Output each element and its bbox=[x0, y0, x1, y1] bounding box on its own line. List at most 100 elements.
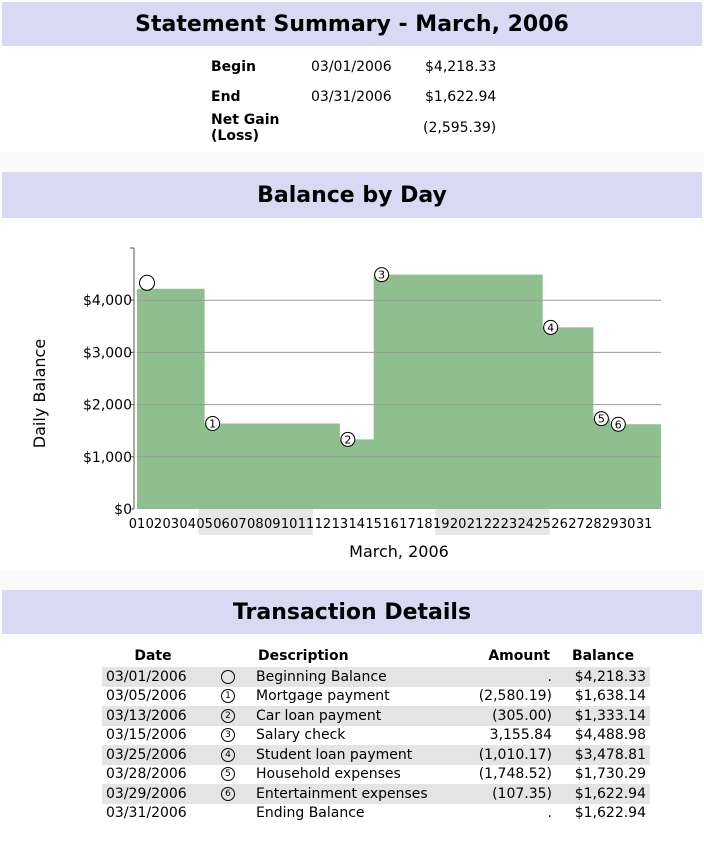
header-amount: Amount bbox=[488, 648, 550, 664]
event-marker-label: 5 bbox=[598, 413, 605, 426]
event-icon: 4 bbox=[204, 745, 252, 765]
weekend-shade bbox=[198, 509, 313, 535]
x-tick-label: 08 bbox=[247, 517, 264, 532]
summary-row-end: End 03/31/2006 $1,622.94 bbox=[205, 82, 502, 112]
cell-description: Car loan payment bbox=[252, 706, 454, 726]
x-tick-label: 13 bbox=[332, 517, 349, 532]
event-icon: 3 bbox=[204, 726, 252, 746]
x-tick-label: 29 bbox=[602, 517, 619, 532]
event-marker bbox=[610, 416, 626, 432]
cell-amount: (107.35) bbox=[454, 784, 556, 804]
cell-date: 03/31/2006 bbox=[106, 805, 187, 822]
x-axis-label: March, 2006 bbox=[349, 542, 449, 561]
event-icon bbox=[204, 667, 252, 687]
x-tick-label: 07 bbox=[230, 517, 247, 532]
cell-description: Entertainment expenses bbox=[252, 784, 454, 804]
y-tick-label: $2,000 bbox=[83, 398, 132, 414]
event-marker-label: 1 bbox=[209, 417, 216, 430]
y-axis-label: Daily Balance bbox=[30, 339, 49, 448]
y-tick-label: $0 bbox=[114, 502, 132, 518]
chart-section-title: Balance by Day bbox=[257, 183, 447, 208]
summary-date bbox=[305, 112, 417, 144]
cell-date: 03/28/2006 bbox=[106, 766, 187, 783]
cell-description: Mortgage payment bbox=[256, 688, 390, 705]
table-row: 03/29/2006 6 Entertainment expenses (107.35… bbox=[102, 784, 650, 804]
event-marker-label: 6 bbox=[615, 418, 622, 431]
x-tick-label: 16 bbox=[382, 517, 399, 532]
summary-label: Net Gain (Loss) bbox=[211, 112, 280, 144]
event-marker bbox=[593, 411, 609, 427]
summary-amount: $4,218.33 bbox=[425, 59, 497, 75]
cell-balance: $1,622.94 bbox=[556, 784, 650, 804]
x-tick-label: 28 bbox=[585, 517, 602, 532]
cell-date: 03/25/2006 bbox=[102, 745, 204, 765]
cell-balance: $1,622.94 bbox=[574, 805, 646, 822]
summary-title: Statement Summary - March, 2006 bbox=[135, 12, 569, 37]
header-description: Description bbox=[258, 648, 349, 664]
table-row: 03/31/2006 Ending Balance. $1,622.94 bbox=[102, 804, 650, 824]
cell-balance: $1,730.29 bbox=[574, 766, 646, 783]
summary-amount: (2,595.39) bbox=[423, 120, 497, 136]
x-tick-label: 10 bbox=[281, 517, 298, 532]
x-tick-label: 15 bbox=[365, 517, 382, 532]
event-circle-icon: 1 bbox=[221, 689, 235, 704]
event-circle-icon: 3 bbox=[221, 728, 235, 743]
summary-table: Begin 03/01/2006 $4,218.33 End 03/31/200… bbox=[205, 52, 502, 144]
cell-balance: $1,638.14 bbox=[574, 688, 646, 705]
event-icon: 2 bbox=[204, 706, 252, 726]
x-tick-label: 27 bbox=[568, 517, 585, 532]
header-date: Date bbox=[134, 648, 172, 664]
cell-date: 03/05/2006 bbox=[106, 688, 187, 705]
x-tick-label: 04 bbox=[179, 517, 196, 532]
x-tick-label: 30 bbox=[619, 517, 636, 532]
x-tick-label: 31 bbox=[636, 517, 653, 532]
y-tick-label: $1,000 bbox=[83, 450, 132, 466]
x-tick-label: 01 bbox=[129, 517, 146, 532]
cell-date: 03/29/2006 bbox=[102, 784, 204, 804]
event-circle-icon: 6 bbox=[221, 786, 235, 801]
cell-amount: 3,155.84 bbox=[489, 727, 552, 744]
x-tick-label: 20 bbox=[450, 517, 467, 532]
table-row: 03/25/2006 4 Student loan payment (1,010.17… bbox=[102, 745, 650, 765]
x-tick-label: 02 bbox=[146, 517, 163, 532]
summary-date: 03/31/2006 bbox=[311, 89, 392, 105]
event-marker bbox=[340, 431, 356, 447]
summary-row-begin: Begin 03/01/2006 $4,218.33 bbox=[205, 52, 502, 82]
cell-date: 03/15/2006 bbox=[106, 727, 187, 744]
table-row: 03/28/2006 5 Household expenses (1,748.52) $… bbox=[102, 765, 650, 785]
x-tick-label: 18 bbox=[416, 517, 433, 532]
transactions-title: Transaction Details bbox=[232, 600, 472, 625]
event-icon bbox=[204, 804, 252, 824]
x-tick-label: 24 bbox=[518, 517, 535, 532]
summary-amount: $1,622.94 bbox=[425, 89, 497, 105]
x-tick-label: 12 bbox=[315, 517, 332, 532]
cell-balance: $4,488.98 bbox=[574, 727, 646, 744]
x-tick-label: 26 bbox=[551, 517, 568, 532]
event-marker bbox=[139, 274, 155, 291]
summary-date: 03/01/2006 bbox=[311, 59, 392, 75]
cell-amount: (1,748.52) bbox=[478, 766, 552, 783]
event-circle-icon: 4 bbox=[221, 747, 235, 762]
x-tick-label: 09 bbox=[264, 517, 281, 532]
x-tick-label: 22 bbox=[484, 517, 501, 532]
transactions-table: Date Description Amount Balance 03/01/20… bbox=[102, 645, 650, 823]
summary-row-net: Net Gain (Loss) (2,595.39) bbox=[205, 112, 502, 144]
event-icon: 1 bbox=[204, 687, 252, 707]
cell-amount: (1,010.17) bbox=[454, 745, 556, 765]
x-tick-label: 23 bbox=[501, 517, 518, 532]
event-marker bbox=[543, 319, 559, 335]
header-balance: Balance bbox=[571, 648, 635, 664]
table-row: 03/13/2006 2 Car loan payment (305.00) $1,33… bbox=[102, 706, 650, 726]
header-icon bbox=[204, 645, 252, 667]
cell-amount: (2,580.19) bbox=[478, 688, 552, 705]
y-tick-label: $3,000 bbox=[83, 345, 132, 361]
table-row: 03/05/2006 1 Mortgage payment (2,580.19) $1,… bbox=[102, 687, 650, 707]
x-tick-label: 14 bbox=[348, 517, 365, 532]
x-tick-label: 17 bbox=[399, 517, 416, 532]
section-gap bbox=[0, 152, 704, 172]
summary-label: Begin bbox=[211, 59, 256, 75]
x-tick-label: 21 bbox=[467, 517, 484, 532]
event-marker bbox=[374, 267, 390, 283]
cell-amount: . bbox=[454, 667, 556, 687]
x-tick-label: 03 bbox=[163, 517, 180, 532]
